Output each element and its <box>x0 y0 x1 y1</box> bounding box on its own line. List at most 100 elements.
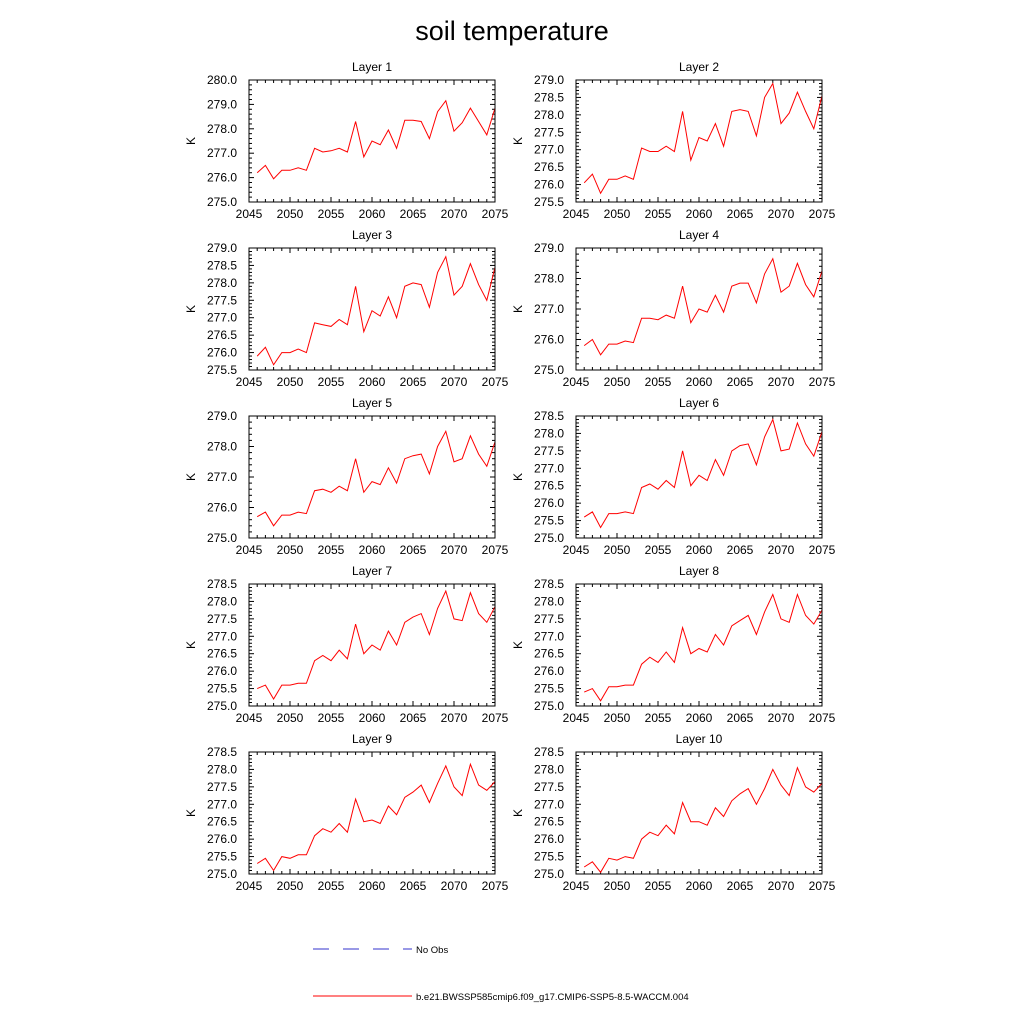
x-tick-label: 2070 <box>441 207 468 221</box>
y-tick-label: 277.0 <box>534 302 564 316</box>
x-tick-label: 2045 <box>236 879 263 893</box>
y-tick-label: 278.5 <box>534 745 564 759</box>
y-tick-label: 277.5 <box>207 612 237 626</box>
panel-layer-6: Layer 6 K 2045 2050 2055 2060 2065 2070 2075 275.… <box>511 396 836 557</box>
x-tick-label: 2065 <box>727 207 754 221</box>
y-tick-label: 278.0 <box>207 440 237 454</box>
panel-layer-4: Layer 4 K 2045 2050 2055 2060 2065 2070 2075 275.… <box>511 228 836 389</box>
y-tick-label: 278.0 <box>534 426 564 440</box>
x-tick-label: 2060 <box>686 879 713 893</box>
x-tick-label: 2045 <box>236 207 263 221</box>
x-tick-label: 2070 <box>768 543 795 557</box>
y-tick-label: 275.0 <box>207 531 237 545</box>
plot-frame <box>575 751 823 875</box>
series-line-layer-8 <box>584 592 823 702</box>
series-line-layer-2 <box>583 82 823 195</box>
panel-title: Layer 1 <box>352 60 392 74</box>
x-tick-label: 2060 <box>359 543 386 557</box>
y-axis-label: K <box>184 473 198 481</box>
x-tick-label: 2075 <box>482 207 509 221</box>
y-tick-label: 277.0 <box>534 461 564 475</box>
y-tick-label: 277.0 <box>534 797 564 811</box>
x-tick-label: 2045 <box>563 375 590 389</box>
x-tick-label: 2045 <box>236 711 263 725</box>
y-tick-label: 275.5 <box>534 850 564 864</box>
x-tick-label: 2055 <box>645 543 672 557</box>
x-tick-label: 2065 <box>400 879 427 893</box>
x-tick-label: 2050 <box>277 711 304 725</box>
x-tick-label: 2065 <box>727 711 754 725</box>
x-tick-label: 2075 <box>482 879 509 893</box>
x-tick-label: 2070 <box>441 543 468 557</box>
plot-frame <box>575 415 823 539</box>
y-tick-label: 277.5 <box>534 780 564 794</box>
legend-obs-label: No Obs <box>416 945 448 956</box>
panel-title: Layer 3 <box>352 228 392 242</box>
series-line-layer-5 <box>256 429 496 527</box>
y-tick-label: 275.5 <box>534 195 564 209</box>
y-tick-label: 279.0 <box>534 73 564 87</box>
y-tick-label: 276.5 <box>534 160 564 174</box>
y-tick-label: 275.0 <box>534 363 564 377</box>
x-tick-label: 2060 <box>359 375 386 389</box>
y-tick-label: 277.5 <box>534 612 564 626</box>
y-tick-label: 277.0 <box>534 629 564 643</box>
y-tick-label: 276.5 <box>534 815 564 829</box>
y-tick-label: 276.0 <box>207 501 237 515</box>
x-tick-label: 2075 <box>482 543 509 557</box>
y-tick-label: 275.0 <box>207 699 237 713</box>
series-line-layer-10 <box>583 766 823 874</box>
y-axis-label: K <box>511 809 525 817</box>
x-tick-label: 2060 <box>359 711 386 725</box>
panel-layer-9: Layer 9 K 2045 2050 2055 2060 2065 2070 2075 275.… <box>184 732 509 893</box>
y-tick-label: 278.5 <box>534 90 564 104</box>
plot-frame <box>248 79 496 203</box>
y-tick-label: 278.0 <box>534 272 564 286</box>
x-tick-label: 2060 <box>686 375 713 389</box>
panel-title: Layer 2 <box>679 60 719 74</box>
y-tick-label: 275.5 <box>534 682 564 696</box>
y-tick-label: 278.0 <box>534 108 564 122</box>
panel-title: Layer 10 <box>676 732 723 746</box>
x-tick-label: 2075 <box>482 375 509 389</box>
y-tick-label: 278.5 <box>207 258 237 272</box>
y-tick-label: 276.0 <box>207 664 237 678</box>
y-axis-label: K <box>184 137 198 145</box>
plot-frame <box>575 583 823 707</box>
y-tick-label: 276.5 <box>207 815 237 829</box>
x-tick-label: 2055 <box>318 543 345 557</box>
y-tick-label: 278.0 <box>207 762 237 776</box>
y-tick-label: 275.5 <box>207 682 237 696</box>
y-tick-label: 277.0 <box>207 797 237 811</box>
x-tick-label: 2055 <box>318 375 345 389</box>
y-tick-label: 276.0 <box>534 178 564 192</box>
legend: No Obs b.e21.BWSSP585cmip6.f09_g17.CMIP6… <box>313 945 689 1003</box>
plot-frame <box>575 79 823 203</box>
y-tick-label: 280.0 <box>207 73 237 87</box>
x-tick-label: 2045 <box>563 543 590 557</box>
figure-title: soil temperature <box>415 16 609 46</box>
series-line-layer-1 <box>256 99 496 180</box>
y-axis-label: K <box>184 641 198 649</box>
y-tick-label: 276.0 <box>534 832 564 846</box>
y-tick-label: 277.5 <box>207 293 237 307</box>
series-line-layer-4 <box>583 257 823 356</box>
y-tick-label: 277.5 <box>534 444 564 458</box>
panel-layer-3: Layer 3 K 2045 2050 2055 2060 2065 2070 2075 275.… <box>184 228 509 389</box>
x-tick-label: 2070 <box>441 711 468 725</box>
x-tick-label: 2075 <box>809 711 836 725</box>
y-tick-label: 276.5 <box>207 647 237 661</box>
x-tick-label: 2065 <box>400 543 427 557</box>
x-tick-label: 2050 <box>604 375 631 389</box>
plot-frame <box>248 583 496 707</box>
y-tick-label: 278.0 <box>207 122 237 136</box>
y-tick-label: 277.0 <box>534 143 564 157</box>
y-tick-label: 276.0 <box>207 171 237 185</box>
y-tick-label: 275.5 <box>207 850 237 864</box>
x-tick-label: 2050 <box>604 543 631 557</box>
y-axis-label: K <box>511 305 525 313</box>
x-tick-label: 2050 <box>277 375 304 389</box>
x-tick-label: 2065 <box>727 375 754 389</box>
x-tick-label: 2075 <box>809 879 836 893</box>
